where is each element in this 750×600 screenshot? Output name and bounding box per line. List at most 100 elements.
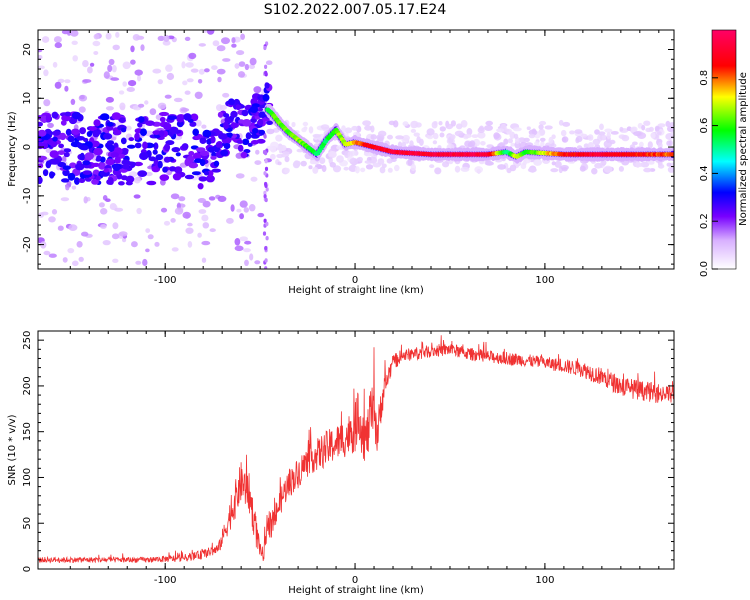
- spectrogram-noise-blob: [79, 95, 85, 100]
- spectrogram-cluster-blob: [155, 154, 164, 161]
- spectrogram-noise-blob: [648, 160, 655, 165]
- spectrogram-noise-blob: [485, 120, 494, 126]
- spectrogram-noise-blob: [544, 125, 553, 130]
- spectrogram-noise-blob: [198, 209, 207, 214]
- spectrogram-noise-blob: [126, 87, 135, 92]
- spectrogram-noise-blob: [201, 240, 211, 246]
- spectrogram-noise-blob: [276, 145, 286, 152]
- spectrogram-cluster-blob: [95, 175, 102, 181]
- spectrogram-noise-blob: [133, 194, 141, 199]
- spectrogram-noise-blob: [234, 238, 241, 246]
- spectrogram-noise-blob: [365, 164, 374, 170]
- spectrogram-noise-blob: [57, 225, 64, 231]
- spectrogram-noise-blob: [657, 163, 665, 169]
- spectrogram-noise-blob: [301, 127, 307, 133]
- spectrogram-noise-blob: [575, 135, 583, 143]
- spectrogram-cluster-blob: [137, 116, 145, 123]
- spectrogram-cluster-blob: [140, 128, 147, 136]
- spectrogram-cluster-blob: [79, 152, 85, 161]
- spectrogram-cluster-blob: [236, 139, 244, 144]
- spectrogram-noise-blob: [302, 121, 309, 127]
- spectrogram-cluster-blob: [163, 156, 171, 163]
- spectrogram-noise-blob: [554, 160, 562, 168]
- spectrogram-noise-blob: [639, 141, 644, 148]
- spectrogram-cluster-blob: [52, 130, 61, 136]
- spectrogram-noise-blob: [604, 128, 613, 133]
- spectrogram-noise-blob: [509, 164, 517, 172]
- spectrogram-noise-blob: [98, 202, 105, 208]
- spectrogram-noise-blob: [157, 35, 165, 42]
- spectrogram-noise-blob: [426, 128, 435, 136]
- spectrogram-noise-blob: [105, 32, 112, 40]
- spectrogram-noise-blob: [222, 58, 231, 62]
- spectrogram-noise-blob: [122, 81, 127, 87]
- spectrogram-cluster-blob: [126, 144, 136, 149]
- spectrogram-noise-blob: [132, 34, 141, 41]
- spectrogram-noise-blob: [409, 140, 414, 148]
- spectrogram-noise-blob: [270, 153, 276, 160]
- spectrogram-cluster-blob: [262, 93, 270, 102]
- spectrogram-cluster-blob: [227, 132, 233, 138]
- spectrogram-cluster-blob: [120, 137, 127, 145]
- spectrogram-noise-blob: [667, 125, 674, 132]
- spectrogram-cluster-blob: [192, 152, 203, 160]
- spectrogram-noise-blob: [82, 79, 92, 83]
- spectrogram-noise-blob: [265, 60, 273, 65]
- spectrogram-noise-blob: [254, 260, 261, 265]
- spectrogram-noise-blob: [43, 250, 51, 256]
- spectrogram-noise-blob: [71, 40, 78, 45]
- spectrogram-cluster-blob: [99, 113, 110, 121]
- spectrogram-noise-blob: [431, 121, 438, 129]
- spectrogram-cluster-blob: [245, 132, 252, 140]
- spectrogram-cluster-blob: [93, 119, 101, 127]
- spectrogram-noise-blob: [574, 129, 583, 135]
- spectrogram-noise-blob: [429, 164, 435, 169]
- spectrogram-noise-blob: [270, 141, 279, 149]
- spectrogram-cluster-blob: [91, 179, 99, 185]
- spectrogram-cluster-blob: [60, 120, 67, 126]
- spectrogram-noise-blob: [244, 63, 250, 71]
- spectrogram-y-tick-label: -10: [22, 188, 33, 204]
- spectrogram-cluster-blob: [137, 170, 148, 178]
- spectrogram-noise-blob: [264, 159, 268, 164]
- spectrogram-cluster-blob: [264, 82, 270, 89]
- spectrogram-noise-blob: [592, 138, 601, 146]
- spectrogram-noise-blob: [351, 125, 359, 131]
- spectrogram-noise-blob: [53, 36, 62, 43]
- spectrogram-noise-blob: [195, 119, 202, 127]
- spectrogram-cluster-blob: [78, 177, 86, 183]
- spectrogram-noise-blob: [276, 153, 284, 159]
- spectrogram-noise-blob: [379, 166, 386, 174]
- spectrogram-noise-blob: [52, 61, 58, 68]
- spectrogram-noise-blob: [363, 151, 373, 157]
- spectrogram-noise-blob: [520, 163, 527, 170]
- spectrogram-noise-blob: [518, 137, 526, 143]
- spectrogram-noise-blob: [402, 134, 410, 142]
- spectrogram-noise-blob: [234, 245, 244, 252]
- snr-y-tick-label: 0: [22, 566, 33, 572]
- spectrogram-cluster-blob: [188, 151, 195, 156]
- spectrogram-noise-blob: [284, 156, 290, 163]
- spectrogram-noise-blob: [131, 241, 138, 248]
- spectrogram-noise-blob: [160, 207, 168, 213]
- spectrogram-cluster-blob: [171, 147, 181, 153]
- spectrogram-noise-blob: [264, 150, 268, 156]
- spectrogram-noise-blob: [598, 131, 606, 136]
- spectrogram-noise-blob: [136, 207, 142, 215]
- spectrogram-noise-blob: [657, 131, 662, 136]
- spectrogram-noise-blob: [93, 33, 100, 40]
- spectrogram-noise-blob: [426, 134, 434, 140]
- spectrogram-noise-blob: [166, 72, 175, 81]
- spectrogram-cluster-blob: [75, 163, 85, 171]
- spectrogram-cluster-blob: [59, 132, 67, 141]
- spectrogram-noise-blob: [410, 128, 417, 133]
- spectrogram-noise-blob: [370, 134, 377, 140]
- spectrogram-cluster-blob: [202, 129, 212, 138]
- spectrogram-noise-blob: [38, 55, 43, 60]
- spectrogram-cluster-blob: [93, 147, 103, 156]
- spectrogram-cluster-blob: [145, 120, 155, 126]
- spectrogram-cluster-blob: [266, 120, 273, 125]
- spectrogram-cluster-blob: [42, 169, 49, 177]
- spectrogram-noise-blob: [244, 240, 252, 245]
